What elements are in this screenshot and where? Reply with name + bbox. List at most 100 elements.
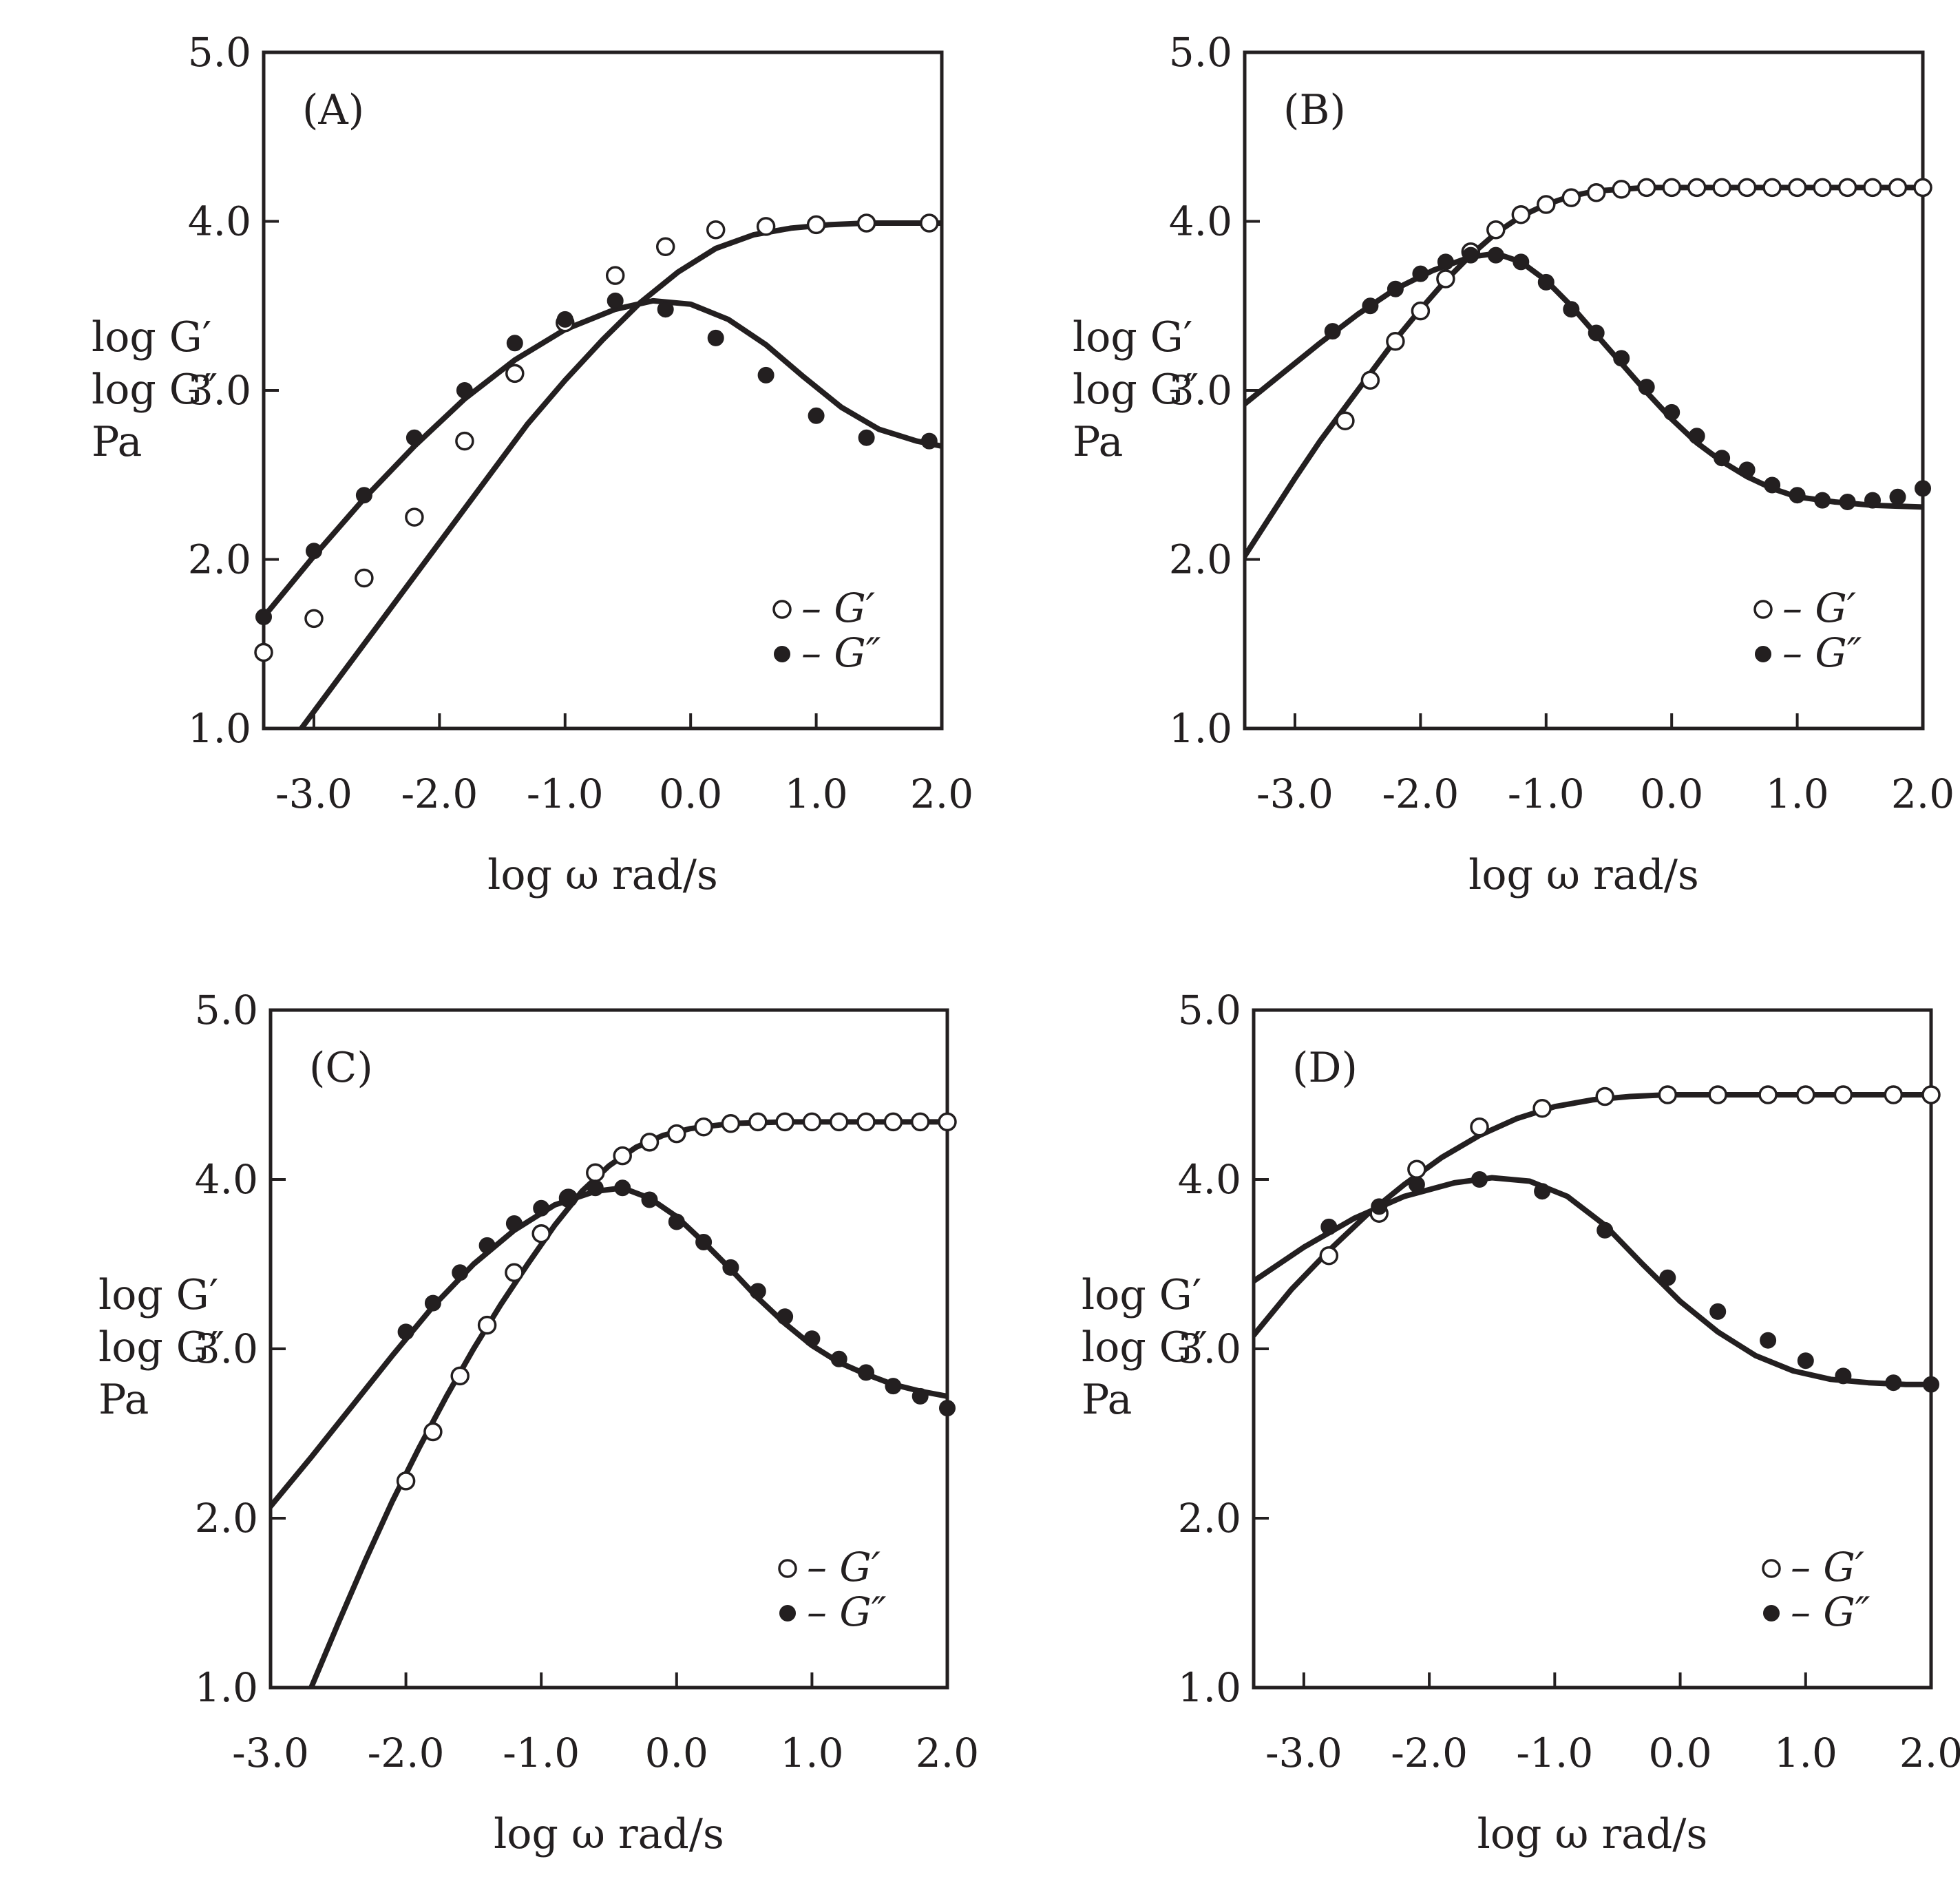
x-tick-label: 0.0	[645, 1730, 708, 1776]
g-double-prime-point	[1915, 480, 1931, 497]
legend-g-prime-label: – G′	[801, 585, 875, 631]
g-prime-point	[1712, 178, 1731, 198]
legend-g-prime-label: – G′	[807, 1544, 881, 1591]
g-double-prime-point	[255, 609, 272, 625]
g-prime-point	[1411, 301, 1431, 321]
g-prime-point	[748, 1112, 768, 1132]
legend-g-double-prime-label: – G″	[807, 1588, 887, 1635]
panel-a: 1.0 2.0 3.0 4.0 5.0 -3.0 -2.0 -1.0 0.0 1.0 2.0 log …	[92, 29, 973, 899]
g-double-prime-point	[808, 407, 825, 424]
g-prime-point	[1708, 1085, 1727, 1104]
y-tick-label: 2.0	[188, 536, 251, 583]
g-double-prime-point	[830, 1350, 847, 1367]
g-prime-point	[505, 1263, 524, 1283]
y-axis-label: log G′	[1073, 313, 1192, 361]
legend-open-marker	[778, 1559, 797, 1578]
x-tick-label: -1.0	[1516, 1730, 1593, 1776]
g-double-prime-point	[1738, 461, 1756, 479]
g-double-prime-point	[858, 1364, 874, 1381]
g-double-prime-fit-curve	[1245, 251, 1923, 510]
g-prime-point	[775, 1112, 794, 1132]
g-double-prime-point	[478, 1237, 496, 1254]
g-double-prime-point	[1613, 350, 1630, 367]
g-double-prime-point	[614, 1179, 631, 1197]
g-double-prime-point	[533, 1199, 550, 1217]
g-double-prime-point	[1513, 253, 1530, 271]
g-double-prime-point	[641, 1191, 658, 1208]
x-tick-label: 1.0	[784, 770, 847, 817]
g-prime-point	[938, 1112, 957, 1132]
g-prime-point	[505, 364, 525, 384]
g-double-prime-point	[1764, 476, 1781, 494]
x-tick-label: 2.0	[1899, 1730, 1960, 1776]
g-double-prime-point	[1789, 487, 1806, 504]
g-double-prime-point	[1487, 246, 1504, 264]
g-double-prime-point	[505, 1215, 523, 1232]
y-axis-label: log G′	[1082, 1271, 1201, 1319]
g-double-prime-point	[452, 1264, 469, 1281]
g-prime-point	[910, 1112, 930, 1132]
g-prime-point	[355, 568, 374, 588]
y-tick-label: 3.0	[188, 367, 251, 414]
y-tick-label: 5.0	[1169, 29, 1232, 76]
g-prime-point	[667, 1124, 686, 1144]
g-prime-point	[1888, 178, 1908, 198]
x-axis-label: log ω rad/s	[487, 851, 718, 899]
x-axis-label: log ω rad/s	[494, 1810, 724, 1858]
x-tick-label: -3.0	[1256, 770, 1334, 817]
g-double-prime-point	[911, 1387, 929, 1405]
g-prime-point	[829, 1112, 849, 1132]
g-double-prime-point	[1638, 379, 1655, 396]
x-tick-label: -1.0	[503, 1730, 580, 1776]
g-double-prime-point	[1864, 492, 1881, 509]
g-double-prime-point	[885, 1378, 902, 1395]
g-double-prime-point	[1408, 1176, 1425, 1193]
y-axis-label: Pa	[98, 1376, 149, 1424]
g-double-prime-point	[668, 1213, 685, 1230]
g-prime-point	[605, 266, 625, 285]
legend-filled-marker	[779, 1605, 796, 1621]
legend-open-marker	[772, 600, 792, 619]
g-double-prime-point	[1923, 1376, 1939, 1393]
g-prime-point	[1319, 1246, 1339, 1266]
g-double-prime-point	[1659, 1269, 1676, 1286]
g-prime-point	[1561, 188, 1581, 207]
g-double-prime-point	[695, 1234, 713, 1250]
g-prime-point	[1336, 411, 1355, 430]
g-double-prime-point	[397, 1323, 414, 1341]
x-tick-label: -1.0	[527, 770, 604, 817]
panel-label: (B)	[1283, 86, 1346, 134]
g-prime-point	[1758, 1085, 1778, 1104]
g-prime-point	[883, 1112, 903, 1132]
g-double-prime-point	[456, 382, 473, 399]
g-double-prime-point	[1597, 1221, 1614, 1239]
g-prime-point	[1833, 1085, 1853, 1104]
x-tick-label: -3.0	[275, 770, 352, 817]
g-double-prime-point	[920, 432, 938, 450]
x-tick-label: 0.0	[659, 770, 722, 817]
y-tick-label: 5.0	[188, 29, 251, 76]
g-double-prime-fit-curve	[1254, 1175, 1931, 1387]
g-prime-point	[423, 1422, 443, 1442]
legend-filled-marker	[1755, 646, 1771, 662]
g-prime-point	[405, 507, 424, 527]
g-prime-point	[613, 1146, 632, 1166]
g-prime-point	[531, 1224, 551, 1243]
y-tick-label: 3.0	[195, 1325, 258, 1372]
g-prime-point	[706, 220, 726, 240]
g-prime-point	[1586, 183, 1606, 202]
g-double-prime-point	[757, 366, 774, 384]
g-prime-point	[1863, 178, 1882, 198]
g-double-prime-point	[1471, 1171, 1488, 1188]
g-prime-point	[304, 609, 324, 629]
g-double-prime-point	[560, 1190, 577, 1207]
g-double-prime-point	[1688, 428, 1705, 445]
g-double-prime-point	[1371, 1198, 1388, 1215]
g-prime-point	[655, 237, 675, 257]
g-prime-point	[1511, 204, 1531, 224]
legend-g-double-prime-label: – G″	[1791, 1588, 1871, 1635]
g-prime-point	[254, 642, 273, 662]
g-double-prime-point	[657, 301, 674, 318]
g-prime-point	[1737, 178, 1757, 198]
x-tick-label: -1.0	[1508, 770, 1585, 817]
